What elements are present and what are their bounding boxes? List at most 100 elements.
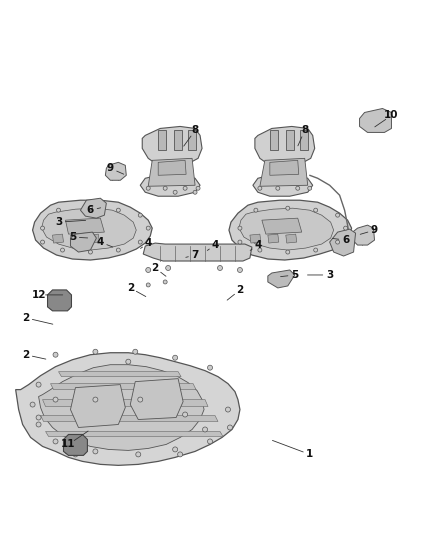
Text: 4: 4 bbox=[97, 237, 104, 247]
Circle shape bbox=[218, 265, 223, 270]
Circle shape bbox=[343, 226, 348, 230]
Polygon shape bbox=[53, 234, 64, 243]
Circle shape bbox=[146, 186, 150, 190]
Text: 9: 9 bbox=[371, 225, 378, 235]
Polygon shape bbox=[262, 218, 302, 234]
Polygon shape bbox=[300, 131, 308, 150]
Circle shape bbox=[88, 250, 92, 254]
Circle shape bbox=[53, 439, 58, 444]
Polygon shape bbox=[130, 378, 183, 419]
Circle shape bbox=[36, 415, 41, 420]
Polygon shape bbox=[158, 160, 186, 175]
Circle shape bbox=[193, 190, 197, 194]
Circle shape bbox=[146, 226, 150, 230]
Circle shape bbox=[336, 240, 339, 244]
Circle shape bbox=[226, 407, 230, 412]
Text: 1: 1 bbox=[306, 449, 313, 459]
Circle shape bbox=[173, 355, 178, 360]
Circle shape bbox=[308, 186, 312, 190]
Text: 9: 9 bbox=[107, 163, 114, 173]
Polygon shape bbox=[330, 229, 356, 256]
Polygon shape bbox=[250, 234, 261, 243]
Polygon shape bbox=[286, 234, 297, 243]
Text: 2: 2 bbox=[22, 313, 29, 323]
Polygon shape bbox=[158, 131, 166, 150]
Circle shape bbox=[133, 349, 138, 354]
Circle shape bbox=[258, 248, 262, 252]
Text: 2: 2 bbox=[127, 283, 134, 293]
Circle shape bbox=[227, 425, 233, 430]
Text: 4: 4 bbox=[254, 240, 261, 250]
Text: 11: 11 bbox=[61, 439, 76, 449]
Polygon shape bbox=[140, 126, 202, 196]
Circle shape bbox=[163, 280, 167, 284]
Circle shape bbox=[276, 186, 280, 190]
Polygon shape bbox=[270, 160, 299, 175]
Text: 5: 5 bbox=[69, 232, 76, 242]
Polygon shape bbox=[253, 126, 314, 196]
Text: 8: 8 bbox=[301, 125, 308, 135]
Polygon shape bbox=[268, 234, 279, 243]
Circle shape bbox=[126, 359, 131, 364]
Circle shape bbox=[173, 447, 178, 452]
Polygon shape bbox=[353, 225, 374, 245]
Polygon shape bbox=[286, 131, 294, 150]
Text: 10: 10 bbox=[384, 110, 399, 120]
Circle shape bbox=[173, 190, 177, 194]
Polygon shape bbox=[71, 234, 81, 243]
Circle shape bbox=[336, 213, 339, 217]
Circle shape bbox=[93, 397, 98, 402]
Polygon shape bbox=[81, 198, 106, 218]
Circle shape bbox=[208, 365, 212, 370]
Text: 5: 5 bbox=[291, 270, 298, 280]
Circle shape bbox=[41, 240, 45, 244]
Circle shape bbox=[138, 397, 143, 402]
Circle shape bbox=[237, 268, 242, 272]
Text: 6: 6 bbox=[342, 235, 349, 245]
Circle shape bbox=[36, 382, 41, 387]
Circle shape bbox=[196, 186, 200, 190]
Polygon shape bbox=[71, 385, 125, 427]
Polygon shape bbox=[239, 208, 334, 250]
Circle shape bbox=[36, 422, 41, 427]
Circle shape bbox=[53, 352, 58, 357]
Polygon shape bbox=[260, 158, 308, 186]
Polygon shape bbox=[16, 353, 240, 465]
Circle shape bbox=[138, 213, 142, 217]
Circle shape bbox=[238, 240, 242, 244]
Polygon shape bbox=[41, 416, 218, 422]
Circle shape bbox=[208, 439, 212, 444]
Polygon shape bbox=[88, 234, 99, 243]
Circle shape bbox=[202, 427, 208, 432]
Circle shape bbox=[238, 226, 242, 230]
Circle shape bbox=[163, 186, 167, 190]
Polygon shape bbox=[32, 200, 152, 260]
Circle shape bbox=[314, 248, 318, 252]
Circle shape bbox=[53, 397, 58, 402]
Polygon shape bbox=[71, 232, 96, 252]
Text: 4: 4 bbox=[145, 238, 152, 248]
Polygon shape bbox=[148, 158, 195, 186]
Circle shape bbox=[183, 186, 187, 190]
Polygon shape bbox=[48, 290, 71, 311]
Circle shape bbox=[117, 248, 120, 252]
Circle shape bbox=[314, 208, 318, 212]
Text: 12: 12 bbox=[32, 290, 46, 300]
Text: 6: 6 bbox=[87, 205, 94, 215]
Polygon shape bbox=[188, 131, 196, 150]
Circle shape bbox=[146, 268, 151, 272]
Polygon shape bbox=[64, 434, 88, 455]
Circle shape bbox=[146, 283, 150, 287]
Polygon shape bbox=[106, 163, 126, 180]
Polygon shape bbox=[270, 131, 278, 150]
Circle shape bbox=[88, 206, 92, 210]
Text: 3: 3 bbox=[326, 270, 333, 280]
Circle shape bbox=[57, 208, 60, 212]
Circle shape bbox=[258, 186, 262, 190]
Circle shape bbox=[178, 452, 183, 457]
Circle shape bbox=[296, 186, 300, 190]
Circle shape bbox=[254, 208, 258, 212]
Text: 4: 4 bbox=[211, 240, 219, 250]
Circle shape bbox=[117, 208, 120, 212]
Polygon shape bbox=[360, 109, 392, 132]
